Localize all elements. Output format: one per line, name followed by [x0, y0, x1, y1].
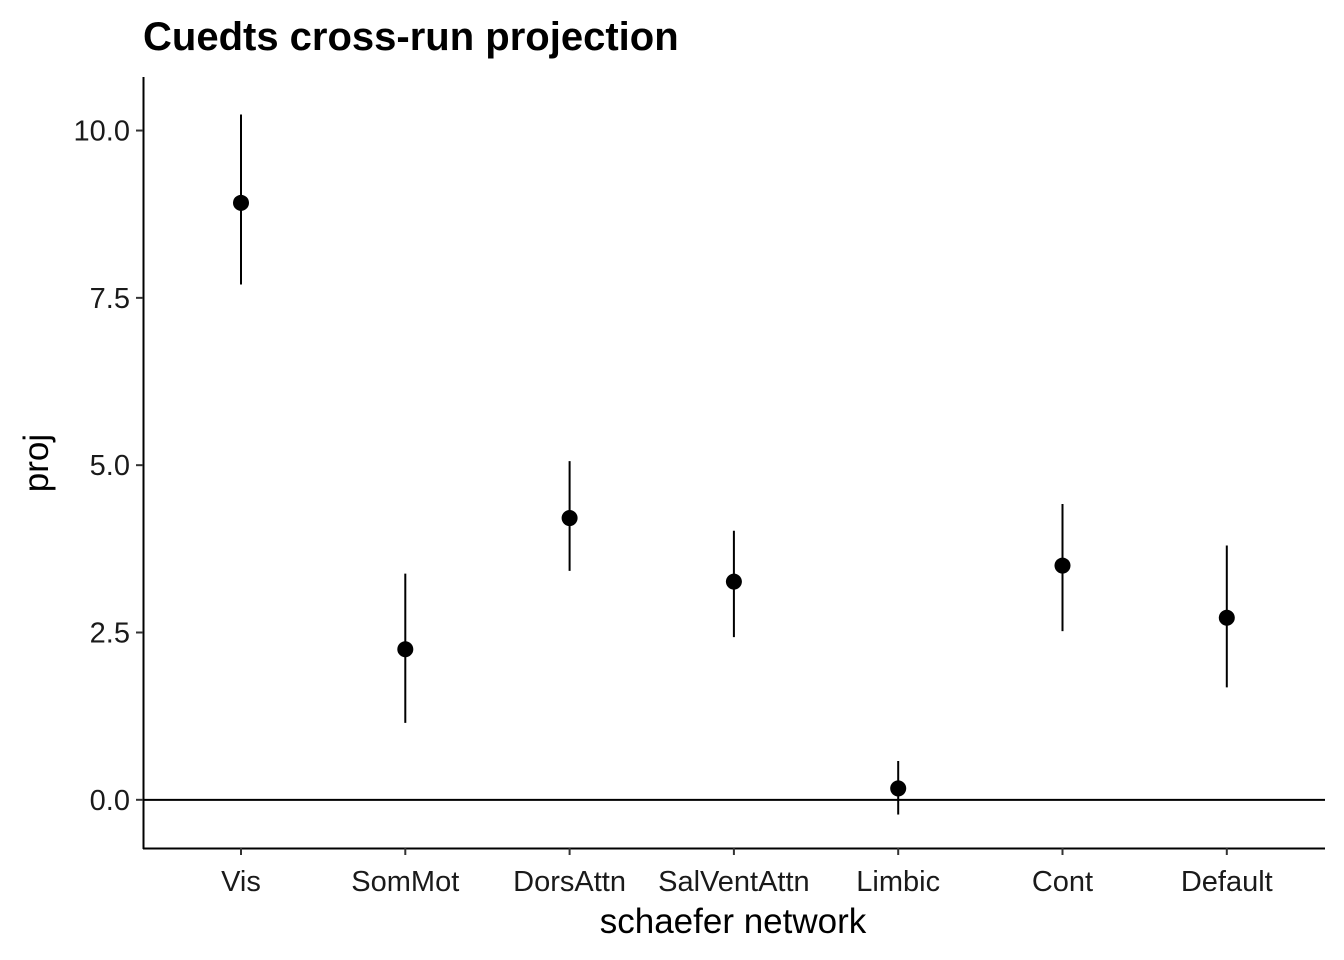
data-point — [397, 641, 414, 658]
x-tick-label: Cont — [1032, 866, 1093, 898]
data-point — [1054, 557, 1071, 574]
x-axis-title: schaefer network — [600, 902, 867, 941]
y-tick-label: 0.0 — [90, 785, 130, 817]
y-tick-label: 2.5 — [90, 617, 130, 649]
data-marks — [233, 114, 1235, 815]
x-axis-ticks: Vis SomMot DorsAttn SalVentAttn Limbic Cont De… — [221, 848, 1273, 898]
y-tick-label: 10.0 — [74, 116, 130, 148]
x-tick-label: Vis — [221, 866, 261, 898]
chart-title: Cuedts cross-run projection — [143, 15, 679, 59]
x-tick-label: Limbic — [856, 866, 940, 898]
y-tick-label: 7.5 — [90, 283, 130, 315]
data-point — [233, 194, 249, 211]
y-axis-ticks: 0.0 2.5 5.0 7.5 10.0 — [74, 116, 143, 817]
x-tick-label: SalVentAttn — [658, 866, 810, 898]
y-tick-label: 5.0 — [90, 450, 130, 482]
x-tick-label: DorsAttn — [513, 866, 626, 898]
data-point — [561, 510, 578, 527]
data-point — [890, 780, 907, 797]
data-point — [725, 573, 742, 590]
x-tick-label: SomMot — [351, 866, 459, 898]
y-axis-title: proj — [17, 434, 56, 492]
x-tick-label: Default — [1181, 866, 1273, 898]
data-point — [1218, 609, 1235, 626]
